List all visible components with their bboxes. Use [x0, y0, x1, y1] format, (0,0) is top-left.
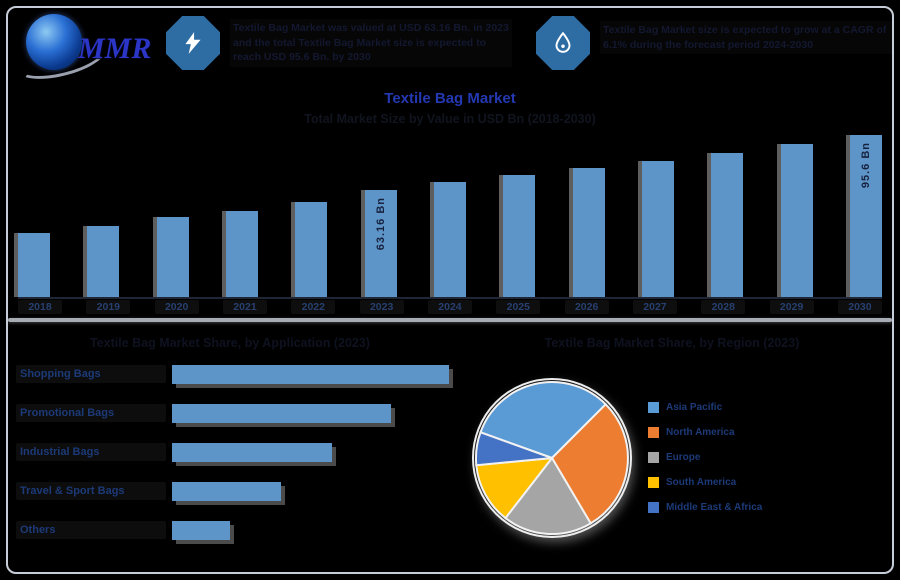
bar-2022	[295, 202, 328, 297]
x-axis-year-labels: 2018 2019 2020 2021 2022 2023 2024 2025 2026 2027…	[18, 300, 882, 314]
market-size-bar-chart: 63.16 Bn 95.6 Bn	[18, 130, 882, 299]
segment-label: Promotional Bags	[16, 404, 166, 422]
pie-slice-north-america	[550, 402, 629, 525]
segment-label: Industrial Bags	[16, 443, 166, 461]
x-axis-year-label: 2028	[701, 300, 746, 314]
segment-label: Others	[16, 521, 166, 539]
bar-2025	[503, 175, 536, 297]
section-divider	[8, 318, 892, 322]
x-axis-year-label: 2024	[427, 300, 472, 314]
region-pie-chart	[472, 378, 632, 538]
hbar-row: Industrial Bags	[16, 442, 456, 462]
x-axis-year-label: 2025	[496, 300, 541, 314]
bar-2021	[225, 210, 258, 297]
logo-text: MMR	[78, 32, 152, 65]
legend-label: North America	[666, 427, 735, 438]
legend-swatch	[648, 452, 659, 463]
segment-bar	[172, 364, 449, 384]
x-axis-year-label: 2019	[86, 300, 131, 314]
x-axis-year-label: 2023	[359, 300, 404, 314]
legend-item: Europe	[648, 452, 762, 463]
bar-value-label: 95.6 Bn	[859, 142, 872, 189]
hbar-row: Promotional Bags	[16, 403, 456, 423]
application-chart-title: Textile Bag Market Share, by Application…	[90, 336, 370, 350]
legend-label: South America	[666, 477, 737, 488]
lightning-icon	[166, 16, 220, 70]
x-axis-year-label: 2022	[291, 300, 336, 314]
segment-bar	[172, 481, 281, 501]
x-axis-year-label: 2026	[564, 300, 609, 314]
legend-swatch	[648, 402, 659, 413]
bar-2023: 63.16 Bn	[364, 189, 397, 297]
bar-2024	[433, 181, 466, 297]
pie-slice-asia-pacific	[479, 381, 608, 460]
pie-outline	[472, 378, 632, 538]
legend-label: Europe	[666, 452, 701, 463]
globe-icon	[26, 14, 82, 70]
segment-label: Travel & Sport Bags	[16, 482, 166, 500]
hbar-row: Shopping Bags	[16, 364, 456, 384]
region-chart-title: Textile Bag Market Share, by Region (202…	[544, 336, 800, 350]
bar-2028	[711, 152, 744, 297]
x-axis-year-label: 2018	[18, 300, 62, 314]
mmr-logo: MMR	[11, 6, 176, 87]
x-axis-year-label: 2030	[837, 300, 882, 314]
legend-label: Middle East & Africa	[666, 502, 763, 513]
bar-2029	[780, 144, 813, 297]
bar-value-label: 63.16 Bn	[374, 196, 387, 251]
segment-bar	[172, 520, 230, 540]
droplet-icon	[536, 16, 590, 70]
market-value-stat: Textile Bag Market was valued at USD 63.…	[230, 19, 512, 67]
legend-item: Middle East & Africa	[648, 502, 762, 513]
segment-bar	[172, 403, 391, 423]
bar-2030: 95.6 Bn	[849, 135, 882, 297]
legend-item: Asia Pacific	[648, 402, 762, 413]
hbar-row: Others	[16, 520, 456, 540]
bar-2019	[87, 225, 120, 297]
legend-item: North America	[648, 427, 762, 438]
legend-swatch	[648, 477, 659, 488]
page-subtitle: Total Market Size by Value in USD Bn (20…	[304, 112, 596, 126]
pie-slice-middle-east-africa	[474, 431, 553, 467]
cagr-stat: Textile Bag Market size is expected to g…	[600, 21, 894, 54]
x-axis-year-label: 2027	[632, 300, 677, 314]
x-axis-year-label: 2021	[222, 300, 267, 314]
bar-2020	[156, 217, 189, 297]
legend-item: South America	[648, 477, 762, 488]
legend-swatch	[648, 502, 659, 513]
application-bar-chart: Shopping Bags Promotional Bags Industrial …	[16, 364, 456, 559]
legend-swatch	[648, 427, 659, 438]
bar-2026	[572, 168, 605, 297]
x-axis-year-label: 2029	[769, 300, 814, 314]
x-axis-year-label: 2020	[154, 300, 199, 314]
bar-2018	[18, 232, 50, 297]
hbar-row: Travel & Sport Bags	[16, 481, 456, 501]
page-title: Textile Bag Market	[384, 90, 516, 107]
pie-slice-south-america	[475, 456, 555, 520]
pie-slice-europe	[503, 456, 593, 536]
segment-bar	[172, 442, 332, 462]
legend-label: Asia Pacific	[666, 402, 723, 413]
segment-label: Shopping Bags	[16, 365, 166, 383]
region-legend: Asia Pacific North America Europe South Ame…	[648, 402, 762, 527]
bar-2027	[641, 161, 674, 297]
